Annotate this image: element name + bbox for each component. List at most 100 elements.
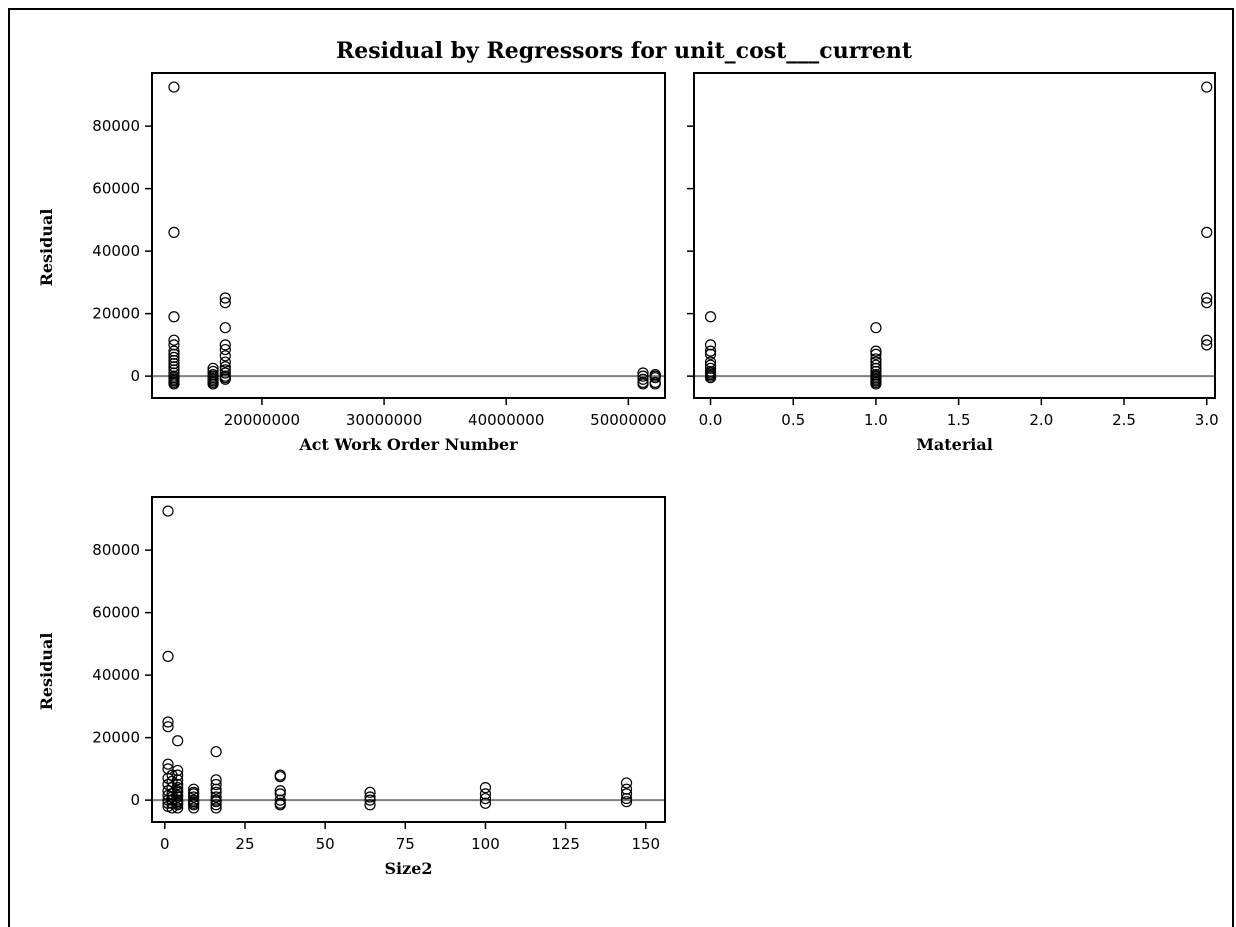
- data-point: [168, 351, 180, 363]
- data-point: [219, 339, 231, 351]
- data-point: [219, 361, 231, 373]
- panel-2: 0.0 0.5 1.0 1.5 2.0 2.5 3.0 Material: [687, 72, 1219, 454]
- data-point: [274, 799, 286, 811]
- x-tick-label: 50: [316, 835, 335, 853]
- data-point: [219, 373, 231, 385]
- plot-frame: [151, 72, 666, 399]
- data-point: [210, 774, 222, 786]
- data-point: [364, 791, 376, 803]
- data-point: [210, 746, 222, 758]
- x-tick-label: 50000000: [590, 411, 666, 429]
- data-point: [210, 786, 222, 798]
- data-point: [210, 791, 222, 803]
- data-point: [162, 758, 174, 770]
- data-point: [219, 356, 231, 368]
- y-tick-label: 40000: [92, 242, 140, 260]
- data-point: [219, 322, 231, 334]
- data-point: [172, 786, 184, 798]
- data-point: [620, 783, 633, 795]
- data-point: [479, 782, 492, 794]
- y-tick-label: 80000: [92, 541, 140, 559]
- data-point: [704, 311, 717, 323]
- x-tick-label: 0: [160, 835, 170, 853]
- data-point: [870, 378, 882, 390]
- data-point: [207, 362, 219, 374]
- data-point: [704, 348, 717, 360]
- data-point: [219, 364, 231, 376]
- data-point: [1201, 292, 1213, 304]
- data-point: [207, 365, 219, 378]
- x-tick-label: 125: [551, 835, 580, 853]
- data-point: [1201, 334, 1213, 346]
- x-tick-label: 25: [235, 835, 254, 853]
- data-point: [162, 505, 174, 517]
- data-point: [172, 769, 184, 781]
- x-tick-label: 40000000: [468, 411, 544, 429]
- x-axis-label: Material: [916, 435, 993, 454]
- data-point: [188, 802, 200, 814]
- data-point: [168, 311, 180, 323]
- data-point: [172, 735, 184, 747]
- data-point: [166, 775, 178, 787]
- x-axis-label: Size2: [384, 859, 432, 878]
- data-point: [172, 791, 184, 803]
- data-point: [210, 778, 222, 791]
- x-tick-label: 3.0: [1195, 411, 1219, 429]
- data-point: [620, 792, 633, 805]
- x-tick-label: 0.0: [699, 411, 723, 429]
- data-point: [172, 764, 184, 777]
- data-point: [219, 367, 231, 379]
- data-point: [168, 354, 180, 367]
- x-tick-label: 20000000: [224, 411, 300, 429]
- data-point: [168, 378, 180, 390]
- data-point: [210, 796, 222, 808]
- y-tick-label: 40000: [92, 666, 140, 684]
- y-tick-label: 20000: [92, 305, 140, 323]
- y-tick-label: 0: [130, 791, 140, 809]
- data-point: [168, 81, 180, 93]
- data-point: [172, 782, 184, 794]
- data-point: [649, 378, 661, 390]
- data-point: [479, 797, 492, 809]
- data-point: [637, 367, 649, 379]
- data-point: [870, 348, 882, 360]
- data-point: [870, 345, 882, 357]
- data-point: [870, 359, 882, 371]
- data-point: [274, 788, 286, 800]
- x-tick-label: 0.5: [781, 411, 805, 429]
- data-point: [172, 774, 184, 786]
- data-point: [1201, 226, 1213, 238]
- x-axis-label: Act Work Order Number: [298, 435, 518, 454]
- data-point: [637, 370, 649, 382]
- data-point: [620, 788, 633, 800]
- data-point: [364, 794, 376, 806]
- data-point: [219, 350, 231, 362]
- data-point: [219, 297, 231, 309]
- data-point: [162, 721, 174, 733]
- data-point: [210, 799, 222, 811]
- y-tick-label: 80000: [92, 117, 140, 135]
- data-point: [870, 322, 882, 334]
- data-point: [870, 365, 882, 378]
- data-point: [166, 788, 178, 800]
- panels-group: 20000000 30000000 40000000 50000000 0 20000 40…: [37, 72, 1219, 878]
- panel-3: 0 25 50 75 100 125 150 0 20000 40000 60000 80000 Siz…: [37, 496, 666, 878]
- data-point: [870, 356, 882, 368]
- data-point: [219, 343, 231, 356]
- data-point: [188, 791, 200, 803]
- data-point: [1201, 339, 1213, 351]
- figure-frame: [8, 8, 1234, 927]
- data-point: [172, 799, 184, 811]
- data-point: [274, 794, 286, 806]
- x-tick-label: 150: [631, 835, 660, 853]
- x-tick-label: 75: [396, 835, 415, 853]
- data-point: [704, 362, 717, 374]
- data-point: [162, 716, 174, 728]
- data-point: [168, 345, 180, 357]
- data-point: [637, 378, 649, 390]
- data-point: [870, 362, 882, 374]
- data-point: [1201, 81, 1213, 93]
- data-point: [162, 650, 174, 662]
- data-point: [168, 364, 180, 376]
- data-point: [704, 372, 717, 384]
